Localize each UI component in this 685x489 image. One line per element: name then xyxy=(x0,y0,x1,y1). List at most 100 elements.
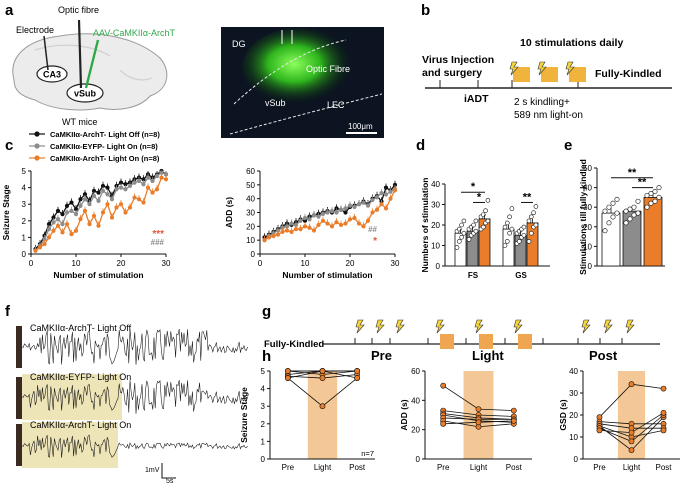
data-point xyxy=(60,222,65,227)
data-point xyxy=(64,222,70,227)
data-point xyxy=(284,228,290,233)
legend-archt-on: CaMKIIα-ArchT- Light On (n=8) xyxy=(50,154,160,163)
scatter-point xyxy=(485,218,491,224)
data-point xyxy=(347,217,353,222)
scatter-point xyxy=(504,220,510,226)
data-point xyxy=(55,217,61,222)
significance-stars: * xyxy=(477,191,482,203)
data-point xyxy=(628,447,635,454)
data-point xyxy=(42,241,47,247)
data-point xyxy=(73,207,79,212)
data-point xyxy=(132,195,137,200)
virus-injection xyxy=(84,39,100,89)
y-tick-label: 0 xyxy=(416,455,421,464)
x-tick-label: 0 xyxy=(258,259,263,268)
scatter-point xyxy=(454,245,460,250)
scatter-point xyxy=(644,204,650,210)
data-point xyxy=(284,224,290,229)
data-point xyxy=(136,178,142,184)
data-point xyxy=(347,203,353,208)
x-tick-label: 30 xyxy=(391,259,400,268)
category-label: Pre xyxy=(593,463,606,472)
scatter-point xyxy=(483,208,488,213)
x-axis-label: Number of stimulation xyxy=(53,270,143,280)
y-axis-label: ADD (s) xyxy=(399,399,409,430)
vsub-region xyxy=(66,83,104,103)
scatter-point xyxy=(652,189,658,195)
timeline-g xyxy=(323,319,660,349)
y-tick-label: 0 xyxy=(588,262,593,271)
scatter-point xyxy=(456,239,462,244)
y-tick-label: 10 xyxy=(246,236,255,245)
data-point xyxy=(114,205,119,210)
data-point xyxy=(660,409,667,416)
b-kindled: Fully-Kindled xyxy=(595,68,662,80)
category-label: Pre xyxy=(282,463,295,472)
timeline-b xyxy=(425,61,672,89)
annotation-stars: *** xyxy=(152,229,164,240)
x-tick-label: 0 xyxy=(29,259,34,268)
legend-eyfp-on: CaMKIIα-EYFP- Light On (n=8) xyxy=(50,142,158,151)
x-tick-label: 10 xyxy=(72,259,81,268)
scatter-point xyxy=(635,198,641,204)
category-label: Post xyxy=(656,463,673,472)
data-point xyxy=(69,231,74,237)
data-point xyxy=(262,238,267,243)
data-point xyxy=(374,195,380,200)
data-point xyxy=(316,214,321,219)
y-tick-label: 50 xyxy=(583,164,592,173)
scale-bar xyxy=(161,463,176,479)
data-point xyxy=(275,232,281,237)
trace-label-2: CaMKIIα-EYFP- Light On xyxy=(30,372,131,382)
category-label: Post xyxy=(349,463,366,472)
data-point xyxy=(51,215,56,220)
data-point xyxy=(596,427,603,434)
g-pre: Pre xyxy=(371,348,392,363)
data-point xyxy=(136,197,142,202)
scatter-point xyxy=(606,204,612,210)
data-point xyxy=(392,188,398,193)
scatter-point xyxy=(461,218,467,224)
data-point xyxy=(150,178,155,184)
data-point xyxy=(69,208,74,213)
scatter-point xyxy=(614,210,620,216)
x-tick-label: 30 xyxy=(162,259,171,268)
y-tick-label: 1 xyxy=(22,233,27,242)
panel-label-c: c xyxy=(5,137,13,154)
y-tick-label: 40 xyxy=(431,180,440,189)
scatter-point xyxy=(623,208,629,214)
virus-label: AAV-CaMKIIα-ArchT xyxy=(93,28,176,38)
b-virus-1: Virus Injection xyxy=(422,54,494,66)
data-point xyxy=(388,189,393,194)
chart-h-seizure-stage: 0 1 2 3 4 5 Seizure Stage Pre Light Post n=7 xyxy=(239,367,375,472)
data-point xyxy=(154,173,160,179)
scatter-point xyxy=(509,226,515,232)
data-point xyxy=(289,221,294,226)
y-tick-label: 2 xyxy=(22,217,27,226)
data-point xyxy=(343,206,348,211)
eeg-traces xyxy=(16,326,248,468)
panel-label-g: g xyxy=(262,303,271,320)
panel-label-h: h xyxy=(262,348,271,365)
y-tick-label: 20 xyxy=(569,411,578,420)
y-tick-label: 3 xyxy=(22,200,27,209)
trace-eyfp-on xyxy=(21,379,248,414)
y-tick-label: 60 xyxy=(411,367,420,376)
data-point xyxy=(159,175,164,180)
data-point xyxy=(141,200,146,205)
data-point xyxy=(388,196,393,201)
y-axis-label: ADD (s) xyxy=(224,197,234,228)
data-point xyxy=(383,206,389,211)
y-tick-label: 10 xyxy=(569,433,578,442)
data-point xyxy=(354,375,361,381)
scatter-point xyxy=(466,237,472,242)
chart-h-gsd: 0 10 20 30 40 GSD (s) Pre Light Post xyxy=(558,367,680,472)
data-point xyxy=(96,223,101,228)
data-point xyxy=(383,192,389,197)
x-tick-label: 20 xyxy=(117,259,126,268)
ca3-region xyxy=(36,65,68,83)
y-tick-label: 60 xyxy=(246,167,255,176)
y-tick-label: 40 xyxy=(411,396,420,405)
annotation-hashes: ### xyxy=(151,238,165,247)
micro-vsub-label: vSub xyxy=(265,98,286,108)
